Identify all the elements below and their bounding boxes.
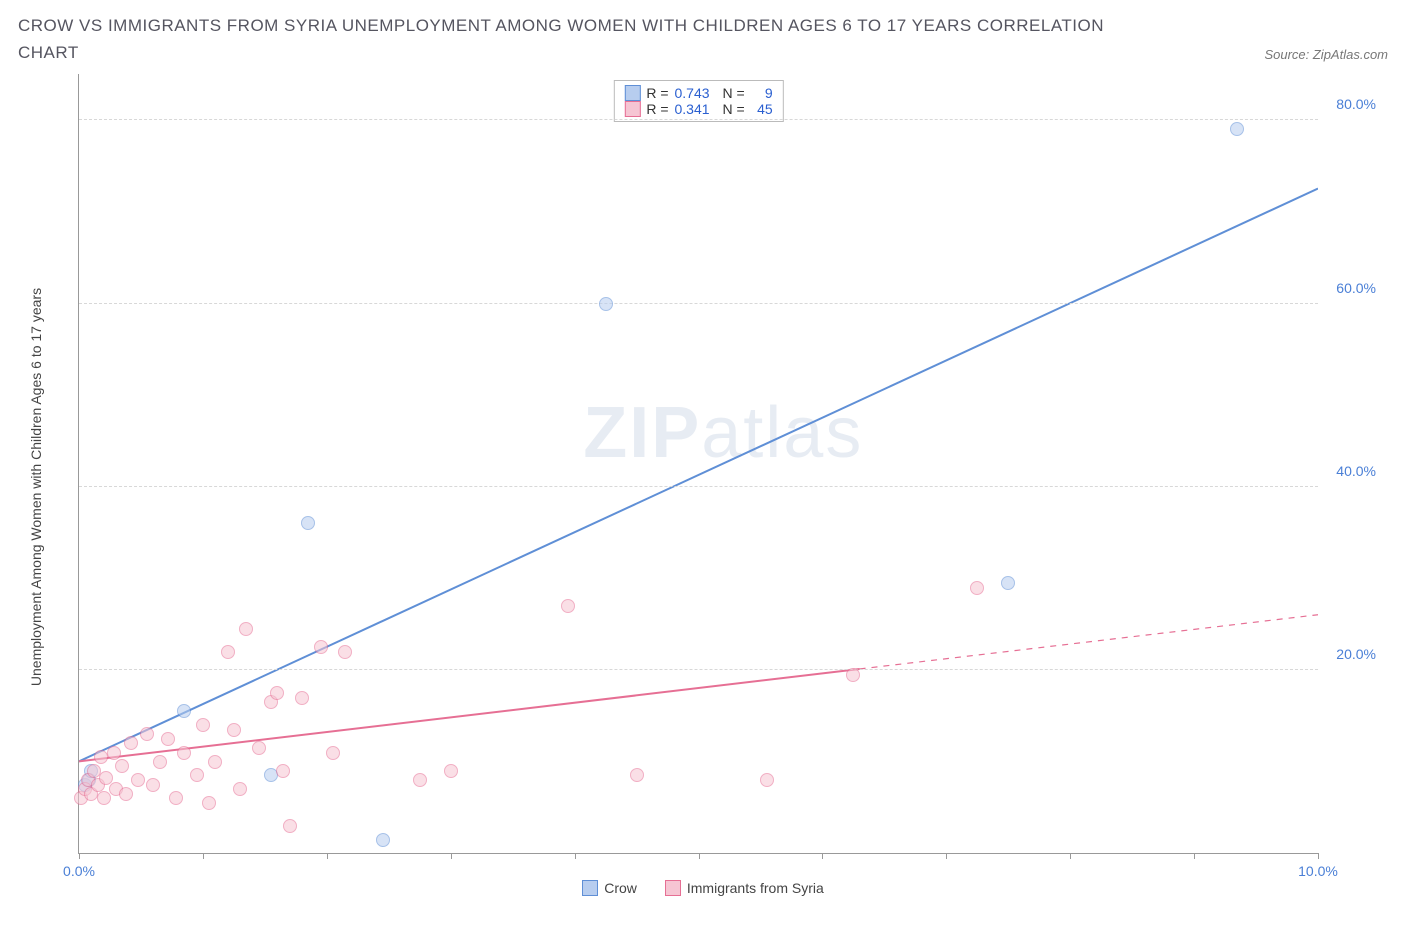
x-tick-label: 0.0% bbox=[63, 863, 95, 879]
source-label: Source: ZipAtlas.com bbox=[1264, 47, 1388, 66]
data-point bbox=[846, 668, 860, 682]
data-point bbox=[301, 516, 315, 530]
plot-area: ZIPatlas R =0.743N =9R =0.341N =45 20.0%… bbox=[78, 74, 1318, 854]
data-point bbox=[970, 581, 984, 595]
legend-item: Immigrants from Syria bbox=[665, 880, 824, 896]
data-point bbox=[119, 787, 133, 801]
x-tick bbox=[822, 853, 823, 859]
legend-correlation-row: R = 0.341 N = 45 bbox=[624, 101, 772, 117]
y-axis-title: Unemployment Among Women with Children A… bbox=[28, 288, 44, 686]
data-point bbox=[239, 622, 253, 636]
x-tick bbox=[1070, 853, 1071, 859]
data-point bbox=[146, 778, 160, 792]
x-tick bbox=[1318, 853, 1319, 859]
data-point bbox=[1230, 122, 1244, 136]
legend-r-value: 0.743 bbox=[675, 85, 717, 101]
legend-correlation-box: R = 0.743 N = 9 R = 0.341 N = 45 bbox=[613, 80, 783, 122]
data-point bbox=[131, 773, 145, 787]
legend-swatch bbox=[582, 880, 598, 896]
gridline bbox=[79, 303, 1318, 304]
legend-item: Crow bbox=[582, 880, 637, 896]
legend-label: Immigrants from Syria bbox=[687, 880, 824, 896]
data-point bbox=[107, 746, 121, 760]
x-tick bbox=[575, 853, 576, 859]
legend-n-value: 9 bbox=[751, 85, 773, 101]
data-point bbox=[202, 796, 216, 810]
data-point bbox=[190, 768, 204, 782]
data-point bbox=[252, 741, 266, 755]
gridline bbox=[79, 486, 1318, 487]
x-tick bbox=[79, 853, 80, 859]
data-point bbox=[169, 791, 183, 805]
x-tick-label: 10.0% bbox=[1298, 863, 1338, 879]
data-point bbox=[161, 732, 175, 746]
data-point bbox=[124, 736, 138, 750]
data-point bbox=[376, 833, 390, 847]
data-point bbox=[338, 645, 352, 659]
legend-r-label: R = bbox=[646, 101, 668, 117]
gridline bbox=[79, 669, 1318, 670]
data-point bbox=[413, 773, 427, 787]
data-point bbox=[153, 755, 167, 769]
data-point bbox=[444, 764, 458, 778]
data-point bbox=[115, 759, 129, 773]
x-tick bbox=[699, 853, 700, 859]
legend-n-value: 45 bbox=[751, 101, 773, 117]
legend-n-label: N = bbox=[723, 101, 745, 117]
y-tick-label: 60.0% bbox=[1336, 280, 1376, 296]
data-point bbox=[561, 599, 575, 613]
legend-label: Crow bbox=[604, 880, 637, 896]
data-point bbox=[177, 704, 191, 718]
data-point bbox=[221, 645, 235, 659]
x-tick bbox=[203, 853, 204, 859]
x-tick bbox=[327, 853, 328, 859]
y-tick-label: 40.0% bbox=[1336, 463, 1376, 479]
data-point bbox=[196, 718, 210, 732]
data-point bbox=[97, 791, 111, 805]
data-point bbox=[599, 297, 613, 311]
legend-correlation-row: R = 0.743 N = 9 bbox=[624, 85, 772, 101]
data-point bbox=[283, 819, 297, 833]
legend-n-label: N = bbox=[723, 85, 745, 101]
legend-bottom: Crow Immigrants from Syria bbox=[18, 880, 1388, 899]
data-point bbox=[314, 640, 328, 654]
legend-r-label: R = bbox=[646, 85, 668, 101]
x-tick bbox=[451, 853, 452, 859]
data-point bbox=[140, 727, 154, 741]
legend-swatch bbox=[665, 880, 681, 896]
x-tick bbox=[1194, 853, 1195, 859]
watermark: ZIPatlas bbox=[583, 392, 863, 474]
y-tick-label: 20.0% bbox=[1336, 646, 1376, 662]
gridline bbox=[79, 119, 1318, 120]
legend-r-value: 0.341 bbox=[675, 101, 717, 117]
trend-lines bbox=[79, 74, 1318, 853]
x-tick bbox=[946, 853, 947, 859]
data-point bbox=[177, 746, 191, 760]
data-point bbox=[760, 773, 774, 787]
data-point bbox=[326, 746, 340, 760]
chart-title: CROW VS IMMIGRANTS FROM SYRIA UNEMPLOYME… bbox=[18, 12, 1118, 66]
legend-swatch bbox=[624, 85, 640, 101]
data-point bbox=[295, 691, 309, 705]
data-point bbox=[208, 755, 222, 769]
y-tick-label: 80.0% bbox=[1336, 96, 1376, 112]
data-point bbox=[630, 768, 644, 782]
data-point bbox=[233, 782, 247, 796]
data-point bbox=[276, 764, 290, 778]
data-point bbox=[227, 723, 241, 737]
legend-swatch bbox=[624, 101, 640, 117]
data-point bbox=[1001, 576, 1015, 590]
data-point bbox=[270, 686, 284, 700]
